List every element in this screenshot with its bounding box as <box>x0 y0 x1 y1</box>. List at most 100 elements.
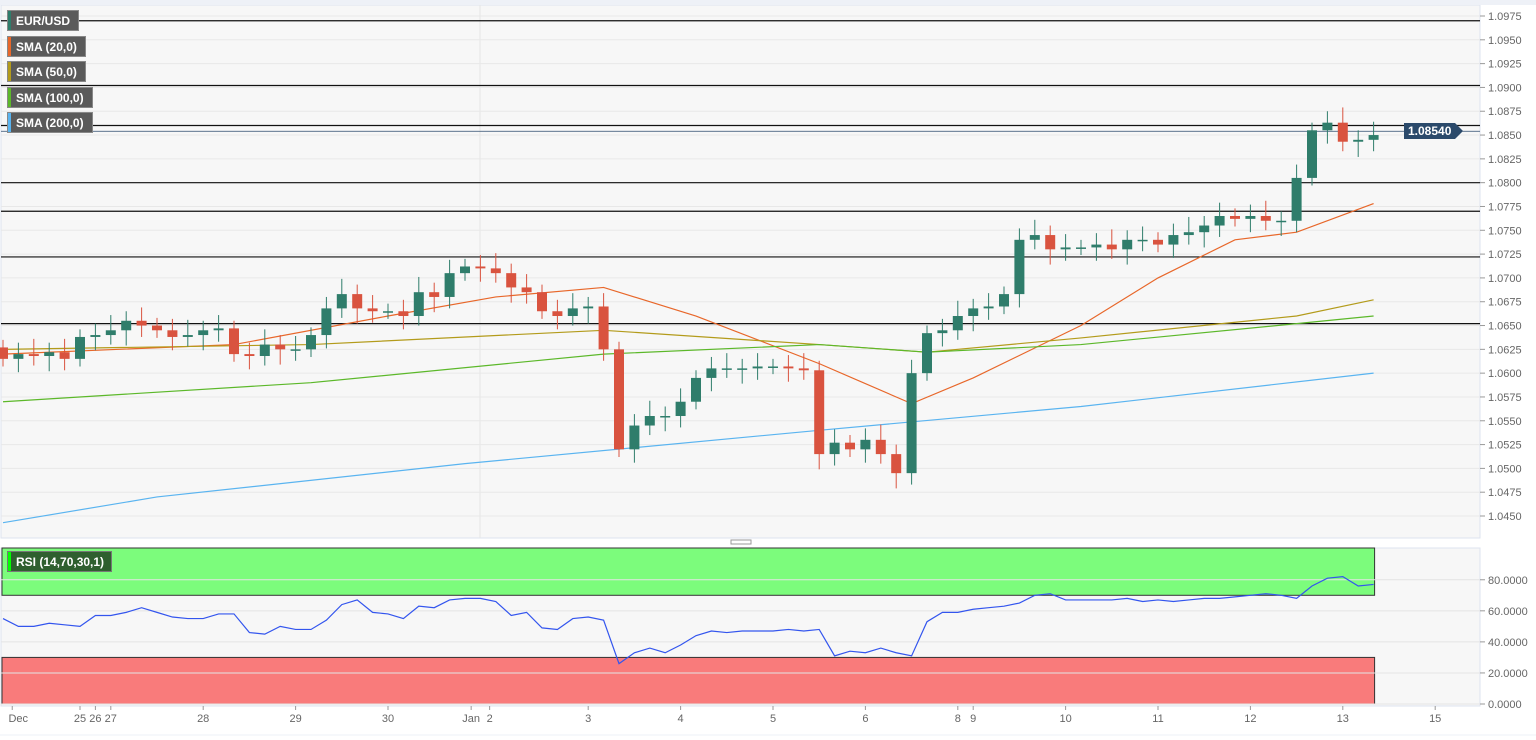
rsi-y-tick-label: 0.0000 <box>1488 699 1522 711</box>
legend-sma100: SMA (100,0) <box>7 87 93 108</box>
candle <box>1106 229 1117 259</box>
candle <box>244 342 255 370</box>
y-tick-label: 1.0600 <box>1488 368 1522 380</box>
current-price-tag: 1.08540 <box>1404 123 1464 139</box>
price-panel <box>0 4 1481 539</box>
y-tick-label: 1.0825 <box>1488 154 1522 166</box>
candle <box>398 299 409 330</box>
candle-body <box>336 294 347 309</box>
candle <box>1368 121 1379 152</box>
candle-body <box>614 349 624 450</box>
candle-body <box>721 368 732 370</box>
candle <box>629 414 640 463</box>
x-tick-label: 28 <box>197 713 209 725</box>
candle-body <box>706 368 717 378</box>
candle <box>1307 122 1317 186</box>
x-tick-label: 25 <box>74 713 86 725</box>
candle <box>875 424 886 464</box>
x-tick-label: 15 <box>1429 713 1441 725</box>
candle <box>1153 232 1163 253</box>
sma-line-3 <box>2 372 1374 524</box>
x-tick-label: 8 <box>955 713 961 725</box>
candle-body <box>475 266 486 269</box>
y-tick-label: 1.0475 <box>1488 487 1522 499</box>
candle <box>1260 200 1271 231</box>
candle-body <box>845 442 855 450</box>
y-tick-label: 1.0900 <box>1488 82 1522 94</box>
candle-body <box>937 330 948 334</box>
candle <box>721 353 732 378</box>
candle <box>691 370 701 410</box>
candle <box>706 356 717 392</box>
x-tick-label: Jan <box>462 713 480 725</box>
candle <box>383 303 393 319</box>
candle-body <box>1214 216 1225 226</box>
candle <box>552 299 563 330</box>
candle-body <box>798 368 809 371</box>
candle <box>1122 230 1133 265</box>
candle <box>105 315 116 345</box>
candle-body <box>398 311 409 317</box>
candle-body <box>1060 247 1071 250</box>
candle-body <box>1045 235 1056 250</box>
x-tick-label: 26 <box>89 713 101 725</box>
candle-body <box>1307 130 1317 178</box>
candle-body <box>891 454 902 474</box>
candle <box>259 329 270 366</box>
candle <box>1045 225 1056 265</box>
candle <box>290 336 301 361</box>
x-tick-label: 11 <box>1152 713 1163 725</box>
candle <box>737 358 748 384</box>
candle-body <box>644 416 655 426</box>
candle-body <box>275 344 286 350</box>
candle-body <box>521 287 532 293</box>
candle-body <box>752 366 763 369</box>
y-tick-label: 1.0775 <box>1488 201 1522 213</box>
candle <box>783 355 794 382</box>
rsi-y-tick-label: 80.0000 <box>1488 575 1528 587</box>
candle <box>1199 216 1210 248</box>
y-tick-label: 1.0525 <box>1488 440 1522 452</box>
y-tick-label: 1.0875 <box>1488 106 1522 118</box>
candle <box>44 342 55 372</box>
candle <box>814 360 825 470</box>
candle-body <box>1291 177 1302 221</box>
panel-resize-handle[interactable] <box>730 539 752 545</box>
candle-body <box>1353 139 1364 142</box>
candle-body <box>675 401 686 417</box>
candle-body <box>306 335 316 350</box>
candle-body <box>75 336 85 359</box>
candle <box>1183 216 1194 245</box>
candle <box>59 338 70 371</box>
candle-body <box>383 311 393 313</box>
candle-body <box>1199 225 1210 233</box>
candle <box>229 320 239 362</box>
candle <box>506 263 517 303</box>
candle-body <box>229 328 239 355</box>
rsi-y-tick-label: 20.0000 <box>1488 668 1528 680</box>
y-tick-label: 1.0575 <box>1488 392 1522 404</box>
x-tick-label: 12 <box>1244 713 1256 725</box>
candle-body <box>814 370 825 455</box>
candle-body <box>1230 216 1240 219</box>
candle-body <box>506 273 517 288</box>
candle-body <box>983 306 994 309</box>
candle <box>1291 164 1302 233</box>
y-tick-label: 1.0725 <box>1488 249 1522 261</box>
candle <box>28 338 39 366</box>
candle-body <box>1014 239 1025 295</box>
candle <box>490 253 501 283</box>
y-tick-label: 1.0500 <box>1488 463 1522 475</box>
candle-body <box>182 335 193 337</box>
candle-body <box>1368 135 1379 140</box>
candle-body <box>460 266 470 274</box>
candle-body <box>860 439 871 450</box>
candle <box>90 323 101 351</box>
candle-body <box>198 330 209 336</box>
candle-body <box>1183 232 1194 236</box>
candle <box>1029 219 1040 250</box>
candle-body <box>290 349 301 351</box>
candle-body <box>444 273 455 297</box>
y-tick-label: 1.0625 <box>1488 344 1522 356</box>
